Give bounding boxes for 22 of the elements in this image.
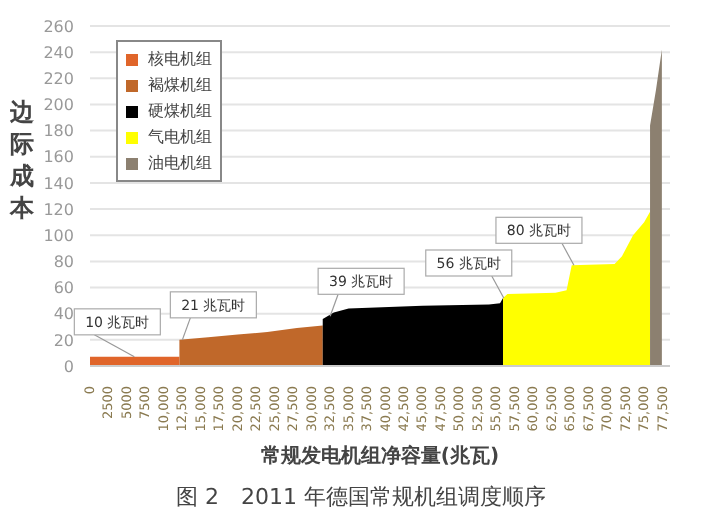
y-tick-label: 200 — [43, 96, 74, 115]
y-tick-label: 80 — [53, 253, 74, 272]
y-tick-label: 40 — [53, 305, 74, 324]
y-tick-label: 260 — [43, 17, 74, 36]
legend-label: 褐煤机组 — [146, 74, 212, 98]
legend-label: 核电机组 — [146, 48, 212, 72]
y-tick-label: 120 — [43, 200, 74, 219]
y-axis-title: 边际成本 — [8, 96, 36, 224]
legend-label: 油电机组 — [146, 152, 212, 176]
legend-label: 硬煤机组 — [146, 100, 212, 124]
y-tick-label: 140 — [43, 174, 74, 193]
y-tick-label: 240 — [43, 43, 74, 62]
legend-label: 气电机组 — [146, 126, 212, 150]
y-tick-label: 20 — [53, 331, 74, 350]
y-tick-label: 160 — [43, 148, 74, 167]
y-tick-label: 100 — [43, 226, 74, 245]
text: 图 2 2011 年德国常规机组调度顺序 — [174, 482, 548, 512]
y-tick-label: 0 — [63, 357, 74, 376]
y-tick-label: 180 — [43, 122, 74, 141]
y-tick-label: 220 — [43, 69, 74, 88]
y-tick-label: 60 — [53, 279, 74, 298]
x-axis-title: 常规发电机组净容量(兆瓦) — [260, 444, 500, 468]
